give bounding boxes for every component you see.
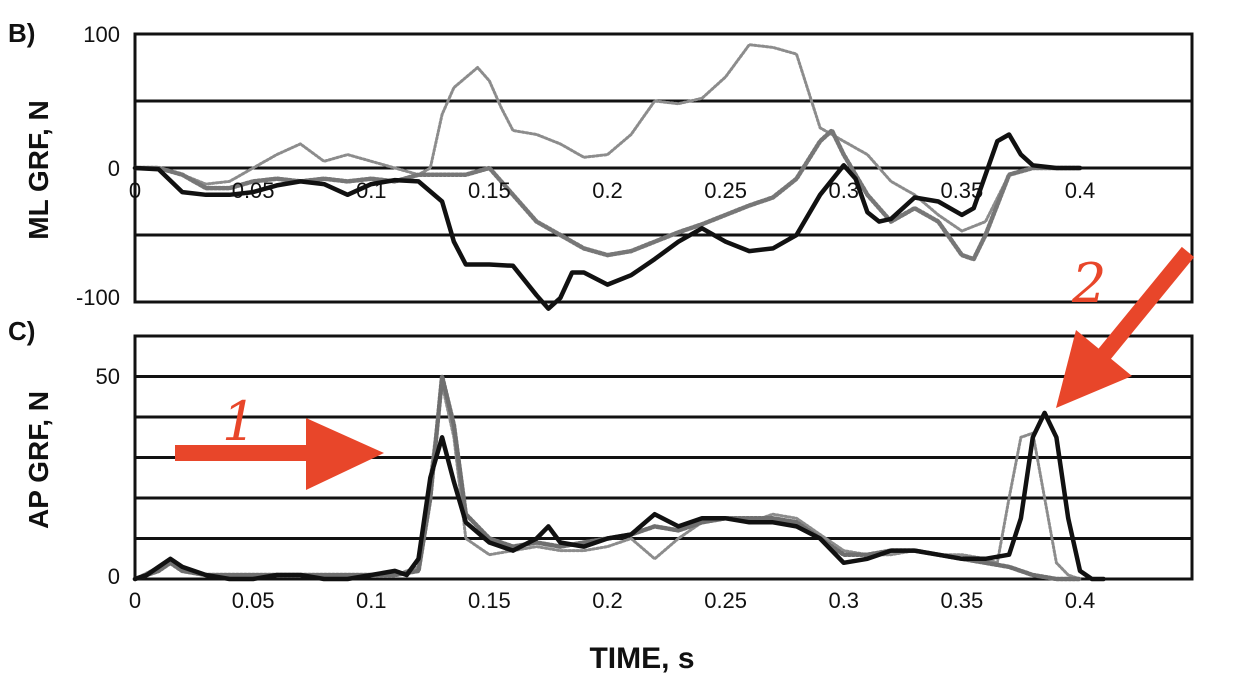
x-tick-label: 0.4 xyxy=(1065,588,1096,613)
ml-series-group xyxy=(132,43,1083,311)
x-tick-label: 0.4 xyxy=(1065,178,1096,203)
series-line-2 xyxy=(133,383,1082,581)
ap-y-axis-label: AP GRF, N xyxy=(23,391,54,529)
ap-gridlines xyxy=(135,375,1192,540)
x-axis-label: TIME, s xyxy=(589,642,694,675)
arrow-1-head xyxy=(306,418,384,490)
x-tick-label: 0.05 xyxy=(232,178,275,203)
x-tick-label: 0.15 xyxy=(468,178,511,203)
ml-grf-panel: 0 0.05 0.1 0.15 0.2 0.25 0.3 0.35 0.4 100 0 -100… xyxy=(8,18,1194,311)
x-tick-label: 0.35 xyxy=(940,588,983,613)
x-tick-label: 0.1 xyxy=(356,588,387,613)
series-line-1 xyxy=(132,132,1083,311)
panel-label-b: B) xyxy=(8,18,35,48)
x-tick-label: 0.35 xyxy=(940,178,983,203)
ap-series-group xyxy=(132,374,1106,582)
ml-y-tick-0: 0 xyxy=(108,156,120,181)
x-tick-label: 0.3 xyxy=(828,588,859,613)
ml-y-axis-label: ML GRF, N xyxy=(23,100,54,239)
ml-x-tick-labels: 0 0.05 0.1 0.15 0.2 0.25 0.3 0.35 0.4 xyxy=(129,178,1095,203)
annotations: 1 2 xyxy=(175,246,1195,490)
series-line-3 xyxy=(132,374,1083,582)
x-tick-label: 0.25 xyxy=(704,588,747,613)
ml-y-tick-minus100: -100 xyxy=(76,285,120,310)
panel-label-c: C) xyxy=(8,316,35,346)
arrow-2-shaft xyxy=(1091,246,1195,368)
series-line-2 xyxy=(133,43,1082,233)
x-tick-label: 0.2 xyxy=(592,178,623,203)
arrow-2-head xyxy=(1056,330,1132,408)
x-tick-label: 0.15 xyxy=(468,588,511,613)
annotation-1-label: 1 xyxy=(222,390,256,453)
ap-y-tick-50: 50 xyxy=(96,364,120,389)
x-tick-label: 0.1 xyxy=(356,178,387,203)
ap-y-tick-0: 0 xyxy=(108,564,120,589)
x-tick-label: 0.2 xyxy=(592,588,623,613)
x-tick-label: 0.25 xyxy=(704,178,747,203)
x-tick-label: 0.05 xyxy=(232,588,275,613)
x-tick-label: 0 xyxy=(129,588,141,613)
series-line-1 xyxy=(132,410,1106,582)
ap-x-tick-labels: 0 0.05 0.1 0.15 0.2 0.25 0.3 0.35 0.4 xyxy=(129,588,1095,613)
annotation-2-label: 2 xyxy=(1071,252,1106,315)
x-tick-label: 0.3 xyxy=(828,178,859,203)
ml-y-tick-100: 100 xyxy=(83,22,120,47)
x-tick-label: 0 xyxy=(129,178,141,203)
ap-grf-panel: 0 0.05 0.1 0.15 0.2 0.25 0.3 0.35 0.4 50 0 C) AP… xyxy=(8,316,1194,675)
